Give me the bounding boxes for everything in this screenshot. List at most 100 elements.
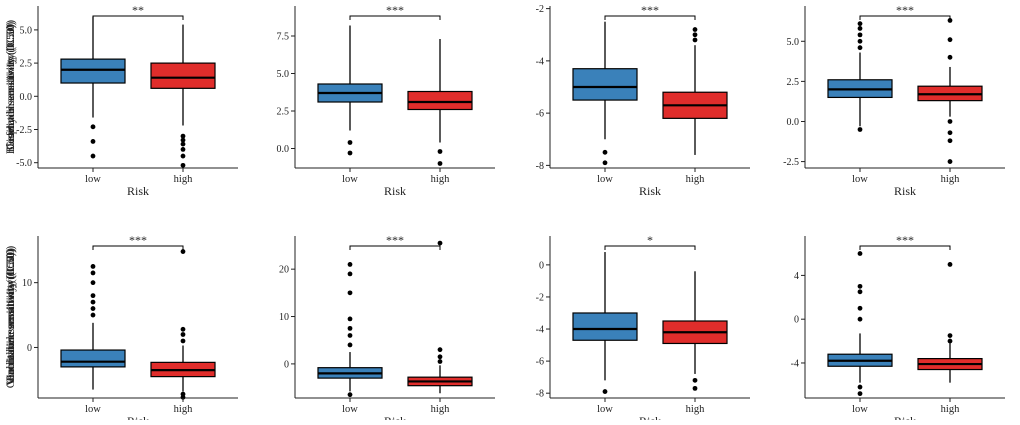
x-axis-label: Risk xyxy=(639,184,661,198)
outlier-point xyxy=(437,347,443,353)
x-tick-label-high: high xyxy=(174,174,193,185)
y-tick-label: 2.5 xyxy=(277,107,290,118)
box-high xyxy=(150,249,216,400)
outlier-point xyxy=(347,140,353,145)
iqr-box xyxy=(60,349,126,368)
x-tick-label-high: high xyxy=(431,404,450,415)
outlier-point xyxy=(857,305,863,311)
iqr-box xyxy=(572,68,638,101)
significance-bracket xyxy=(859,245,951,250)
outlier-point xyxy=(947,37,953,43)
y-tick-label: 4 xyxy=(794,271,799,282)
x-tick-label-low: low xyxy=(597,404,613,415)
outlier-point xyxy=(90,293,96,299)
outlier-point xyxy=(857,251,863,256)
panel-1: 5.0 2.5 0.0 -2.5 -5.0 Bleomycin sensitivity (… xyxy=(5,3,238,198)
outlier-point xyxy=(90,270,96,276)
box-high xyxy=(917,18,983,164)
outlier-point xyxy=(947,138,953,144)
outlier-point xyxy=(857,289,863,295)
x-axis-label: Risk xyxy=(384,184,406,198)
panel-8: 4 0 -4 Vinorelbine sensitivity (IC50) low hig… xyxy=(5,233,1005,425)
significance-bracket xyxy=(604,245,696,250)
outlier-point xyxy=(947,119,953,124)
outlier-point xyxy=(347,290,353,296)
outlier-point xyxy=(947,333,953,339)
outlier-point xyxy=(857,316,863,322)
box-low xyxy=(827,251,893,397)
x-tick-label-low: low xyxy=(85,404,101,415)
outlier-point xyxy=(437,149,443,154)
x-tick-label-high: high xyxy=(941,404,960,415)
outlier-point xyxy=(90,153,96,159)
outlier-point xyxy=(437,240,443,246)
outlier-point xyxy=(947,54,953,60)
y-tick-label: -4 xyxy=(536,325,544,336)
x-tick-label-low: low xyxy=(852,404,868,415)
outlier-point xyxy=(90,312,96,318)
x-tick-label-high: high xyxy=(431,174,450,185)
outlier-point xyxy=(180,394,186,400)
outlier-point xyxy=(857,391,863,397)
outlier-point xyxy=(347,392,353,398)
iqr-box xyxy=(572,312,638,341)
y-tick-label: 0 xyxy=(794,315,799,326)
y-axis-label: Vinblastine sensitivity (IC50) xyxy=(5,249,17,385)
x-tick-label-high: high xyxy=(174,404,193,415)
significance-label: *** xyxy=(129,233,147,247)
y-tick-label: -5.0 xyxy=(16,158,32,169)
outlier-point xyxy=(347,342,353,348)
x-tick-label-low: low xyxy=(597,174,613,185)
box-low xyxy=(827,21,893,132)
box-low xyxy=(572,21,638,166)
panel-6: 20 10 0 Paclitaxel sensitivity (IC50) low hig… xyxy=(5,233,495,425)
y-axis-label: Vinorelbine sensitivity (IC50) xyxy=(5,248,17,386)
outlier-point xyxy=(90,306,96,311)
outlier-point xyxy=(857,38,863,44)
outlier-point xyxy=(180,162,186,168)
y-tick-label: 0 xyxy=(284,359,289,370)
outlier-point xyxy=(90,264,96,269)
x-tick-label-high: high xyxy=(686,174,705,185)
outlier-point xyxy=(947,338,953,344)
outlier-point xyxy=(180,137,186,143)
box-high xyxy=(917,262,983,383)
y-axis-label: Gefitinib sensitivity (IC50) xyxy=(5,24,17,149)
outlier-point xyxy=(857,26,863,31)
x-tick-label-high: high xyxy=(686,404,705,415)
y-tick-label: 0.0 xyxy=(277,144,290,155)
box-low xyxy=(317,262,383,398)
y-tick-label: 10 xyxy=(279,312,289,323)
outlier-point xyxy=(347,316,353,322)
x-axis-label: Risk xyxy=(894,414,916,420)
box-high xyxy=(407,240,473,394)
panel-3: -2 -4 -6 -8 Docetaxel sensitivity (IC50) low h… xyxy=(5,3,750,198)
outlier-point xyxy=(692,27,698,32)
outlier-point xyxy=(347,262,353,267)
significance-label: *** xyxy=(386,233,404,247)
outlier-point xyxy=(347,325,353,331)
y-tick-label: -2 xyxy=(536,4,544,15)
y-axis-label: Cisplatin sensitivity (IC50) xyxy=(5,24,17,149)
y-tick-label: 0 xyxy=(539,260,544,271)
iqr-box xyxy=(60,58,126,84)
significance-bracket xyxy=(859,15,951,20)
outlier-point xyxy=(692,377,698,383)
y-tick-label: -4 xyxy=(536,56,544,67)
x-tick-label-low: low xyxy=(342,404,358,415)
outlier-point xyxy=(857,21,863,27)
x-axis-label: Risk xyxy=(127,184,149,198)
outlier-point xyxy=(947,18,953,23)
outlier-point xyxy=(180,326,186,332)
box-low xyxy=(60,16,126,159)
significance-bracket xyxy=(349,15,441,20)
outlier-point xyxy=(180,141,186,147)
y-tick-label: 20 xyxy=(279,265,289,276)
y-tick-label: 10 xyxy=(22,278,32,289)
iqr-box xyxy=(150,62,216,89)
y-tick-label: 0.0 xyxy=(787,117,800,128)
outlier-point xyxy=(857,45,863,51)
